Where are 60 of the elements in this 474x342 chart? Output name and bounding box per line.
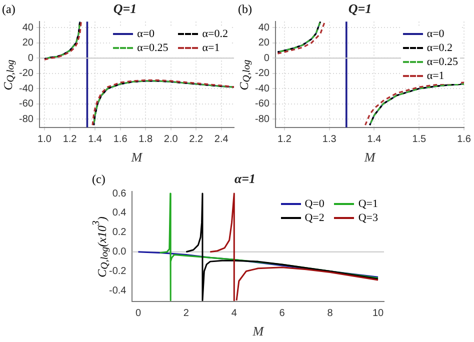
- x-axis-title: M: [252, 324, 265, 339]
- y-tick-label: 0.4: [112, 208, 127, 219]
- text: (b): [238, 2, 252, 17]
- x-tick-label: 1.2: [62, 134, 78, 146]
- chart-title: Q=1: [113, 1, 137, 16]
- legend-label: α=1: [426, 70, 444, 82]
- legend-label: Q=1: [358, 198, 378, 210]
- text: (a): [2, 2, 16, 17]
- legend-label: Q=2: [304, 212, 324, 224]
- text: (c): [92, 172, 106, 187]
- x-tick-label: 1.2: [277, 134, 292, 146]
- y-tick-label: -40: [19, 83, 34, 94]
- y-tick-label: -80: [19, 114, 34, 125]
- y-tick-label: 0.2: [112, 227, 127, 238]
- y-tick-label: -80: [255, 114, 270, 125]
- y-tick-label: 0.0: [112, 246, 127, 258]
- chart-title: Q=1: [348, 1, 372, 16]
- x-tick-label: 2: [183, 308, 190, 320]
- y-tick-label: 0: [264, 52, 270, 64]
- x-tick-label: 1.8: [138, 134, 153, 146]
- x-tick-label: 1.4: [88, 134, 102, 146]
- legend-label: α=0.25: [426, 56, 458, 68]
- legend-label: Q=3: [358, 212, 378, 224]
- chart-title: α=1: [234, 171, 256, 186]
- x-tick-label: 0: [135, 308, 142, 320]
- y-tick-label: -0.4: [108, 285, 127, 296]
- x-tick-label: 6: [279, 308, 286, 320]
- x-tick-label: 2.0: [164, 134, 178, 146]
- x-axis-title: M: [363, 150, 376, 165]
- y-tick-label: 40: [22, 22, 34, 34]
- y-tick-label: -60: [255, 98, 270, 110]
- x-axis-title: M: [130, 150, 144, 165]
- y-tick-label: 0.6: [112, 188, 127, 200]
- y-tick-label: 20: [22, 38, 34, 49]
- y-tick-label: -60: [19, 98, 34, 110]
- x-tick-label: 4: [231, 308, 238, 320]
- legend-label: α=0.25: [137, 42, 168, 54]
- y-tick-label: -0.2: [108, 266, 127, 278]
- y-tick-label: 20: [258, 38, 270, 49]
- legend-label: α=0: [137, 28, 155, 40]
- legend-label: α=1: [202, 42, 220, 54]
- y-tick-label: -40: [255, 83, 270, 94]
- legend-label: α=0: [426, 28, 444, 40]
- x-tick-label: 1.0: [38, 134, 52, 146]
- legend-label: Q=0: [304, 198, 324, 210]
- x-tick-label: 2.2: [189, 134, 204, 146]
- legend-label: α=0.2: [202, 28, 228, 40]
- y-tick-label: -20: [255, 68, 270, 80]
- x-tick-label: 1.4: [367, 134, 382, 146]
- x-tick-label: 2.4: [214, 134, 229, 146]
- x-tick-label: 1.3: [322, 134, 337, 146]
- x-tick-label: 1.6: [113, 134, 128, 146]
- legend-label: α=0.2: [426, 42, 453, 54]
- y-tick-label: -20: [19, 68, 34, 80]
- y-tick-label: 40: [258, 22, 270, 34]
- x-tick-label: 10: [372, 308, 384, 320]
- x-tick-label: 1.5: [412, 134, 427, 146]
- y-tick-label: 0: [28, 52, 34, 64]
- x-tick-label: 8: [327, 308, 334, 320]
- x-tick-label: 1.6: [457, 134, 472, 146]
